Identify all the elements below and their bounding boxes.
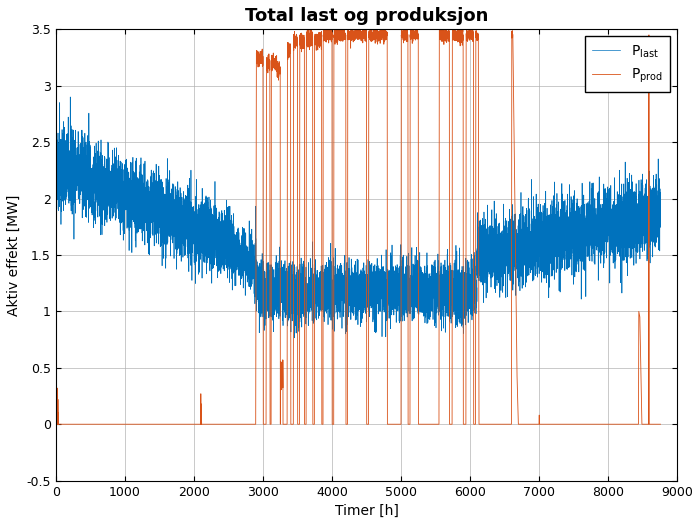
Y-axis label: Aktiv effekt [MW]: Aktiv effekt [MW]: [7, 194, 21, 316]
Line: $\mathregular{P_{last}}$: $\mathregular{P_{last}}$: [56, 97, 661, 338]
$\mathregular{P_{last}}$: [216, 230, 225, 237]
$\mathregular{P_{prod}}$: [216, 421, 225, 427]
$\mathregular{P_{prod}}$: [181, 421, 190, 427]
$\mathregular{P_{last}}$: [230, 256, 239, 262]
$\mathregular{P_{prod}}$: [224, 421, 232, 427]
$\mathregular{P_{prod}}$: [251, 421, 260, 427]
X-axis label: Timer [h]: Timer [h]: [335, 504, 398, 518]
$\mathregular{P_{last}}$: [290, 334, 298, 341]
Title: Total last og produksjon: Total last og produksjon: [245, 7, 488, 25]
$\mathregular{P_{last}}$: [636, 208, 644, 215]
$\mathregular{P_{last}}$: [52, 157, 60, 163]
$\mathregular{P_{last}}$: [224, 263, 232, 269]
Legend: $\mathregular{P_{last}}$, $\mathregular{P_{prod}}$: $\mathregular{P_{last}}$, $\mathregular{…: [585, 36, 670, 92]
Line: $\mathregular{P_{prod}}$: $\mathregular{P_{prod}}$: [56, 29, 661, 424]
$\mathregular{P_{last}}$: [251, 249, 260, 256]
$\mathregular{P_{last}}$: [66, 94, 74, 100]
$\mathregular{P_{prod}}$: [657, 421, 665, 427]
$\mathregular{P_{prod}}$: [230, 421, 239, 427]
$\mathregular{P_{prod}}$: [52, 421, 60, 427]
$\mathregular{P_{last}}$: [657, 186, 665, 192]
$\mathregular{P_{prod}}$: [636, 318, 644, 324]
$\mathregular{P_{last}}$: [181, 225, 190, 232]
$\mathregular{P_{prod}}$: [303, 26, 312, 33]
